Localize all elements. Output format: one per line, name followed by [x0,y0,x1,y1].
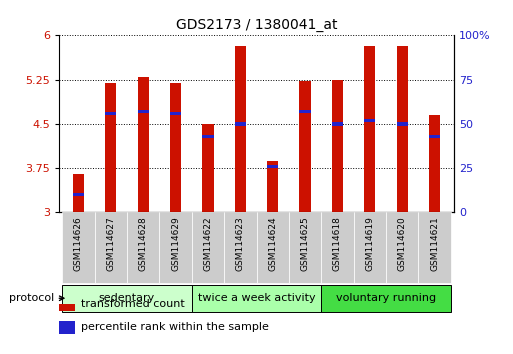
FancyBboxPatch shape [419,212,451,283]
Bar [234,46,246,212]
Text: transformed count: transformed count [81,299,185,309]
Bar [234,122,246,126]
FancyBboxPatch shape [353,212,386,283]
FancyBboxPatch shape [386,212,419,283]
Text: GSM114619: GSM114619 [365,216,374,271]
Text: GSM114624: GSM114624 [268,216,277,270]
FancyBboxPatch shape [289,212,321,283]
FancyBboxPatch shape [127,212,160,283]
Bar [300,110,311,113]
Bar [137,110,149,113]
FancyBboxPatch shape [256,212,289,283]
Bar [170,112,181,115]
Bar [300,81,311,212]
Bar [202,124,213,212]
FancyBboxPatch shape [62,212,94,283]
Bar [73,174,84,212]
Bar [137,77,149,212]
Text: GSM114620: GSM114620 [398,216,407,271]
FancyBboxPatch shape [192,285,321,312]
Bar [73,193,84,196]
Bar [429,115,440,212]
Bar [267,165,279,168]
Text: GSM114628: GSM114628 [139,216,148,271]
Text: percentile rank within the sample: percentile rank within the sample [81,322,269,332]
Text: sedentary: sedentary [99,293,155,303]
Text: GSM114621: GSM114621 [430,216,439,271]
Bar [332,80,343,212]
Title: GDS2173 / 1380041_at: GDS2173 / 1380041_at [176,18,337,32]
FancyBboxPatch shape [192,212,224,283]
Text: GSM114623: GSM114623 [236,216,245,271]
Text: protocol: protocol [9,293,54,303]
Bar [105,82,116,212]
Bar [397,46,408,212]
Bar [267,161,279,212]
Text: GSM114622: GSM114622 [204,216,212,270]
FancyBboxPatch shape [321,285,451,312]
Bar [429,135,440,138]
Bar [397,122,408,126]
Bar [364,119,376,122]
Text: GSM114626: GSM114626 [74,216,83,271]
Text: GSM114629: GSM114629 [171,216,180,271]
FancyBboxPatch shape [160,212,192,283]
Text: voluntary running: voluntary running [336,293,436,303]
Bar [59,297,75,312]
Text: twice a week activity: twice a week activity [198,293,315,303]
FancyBboxPatch shape [321,212,353,283]
Text: GSM114625: GSM114625 [301,216,309,271]
FancyBboxPatch shape [224,212,256,283]
Text: GSM114627: GSM114627 [106,216,115,271]
Bar [364,46,376,212]
Bar [59,321,75,334]
Text: GSM114618: GSM114618 [333,216,342,271]
FancyBboxPatch shape [94,212,127,283]
Bar [332,122,343,126]
Bar [202,135,213,138]
FancyBboxPatch shape [62,285,192,312]
Bar [105,112,116,115]
Bar [170,82,181,212]
